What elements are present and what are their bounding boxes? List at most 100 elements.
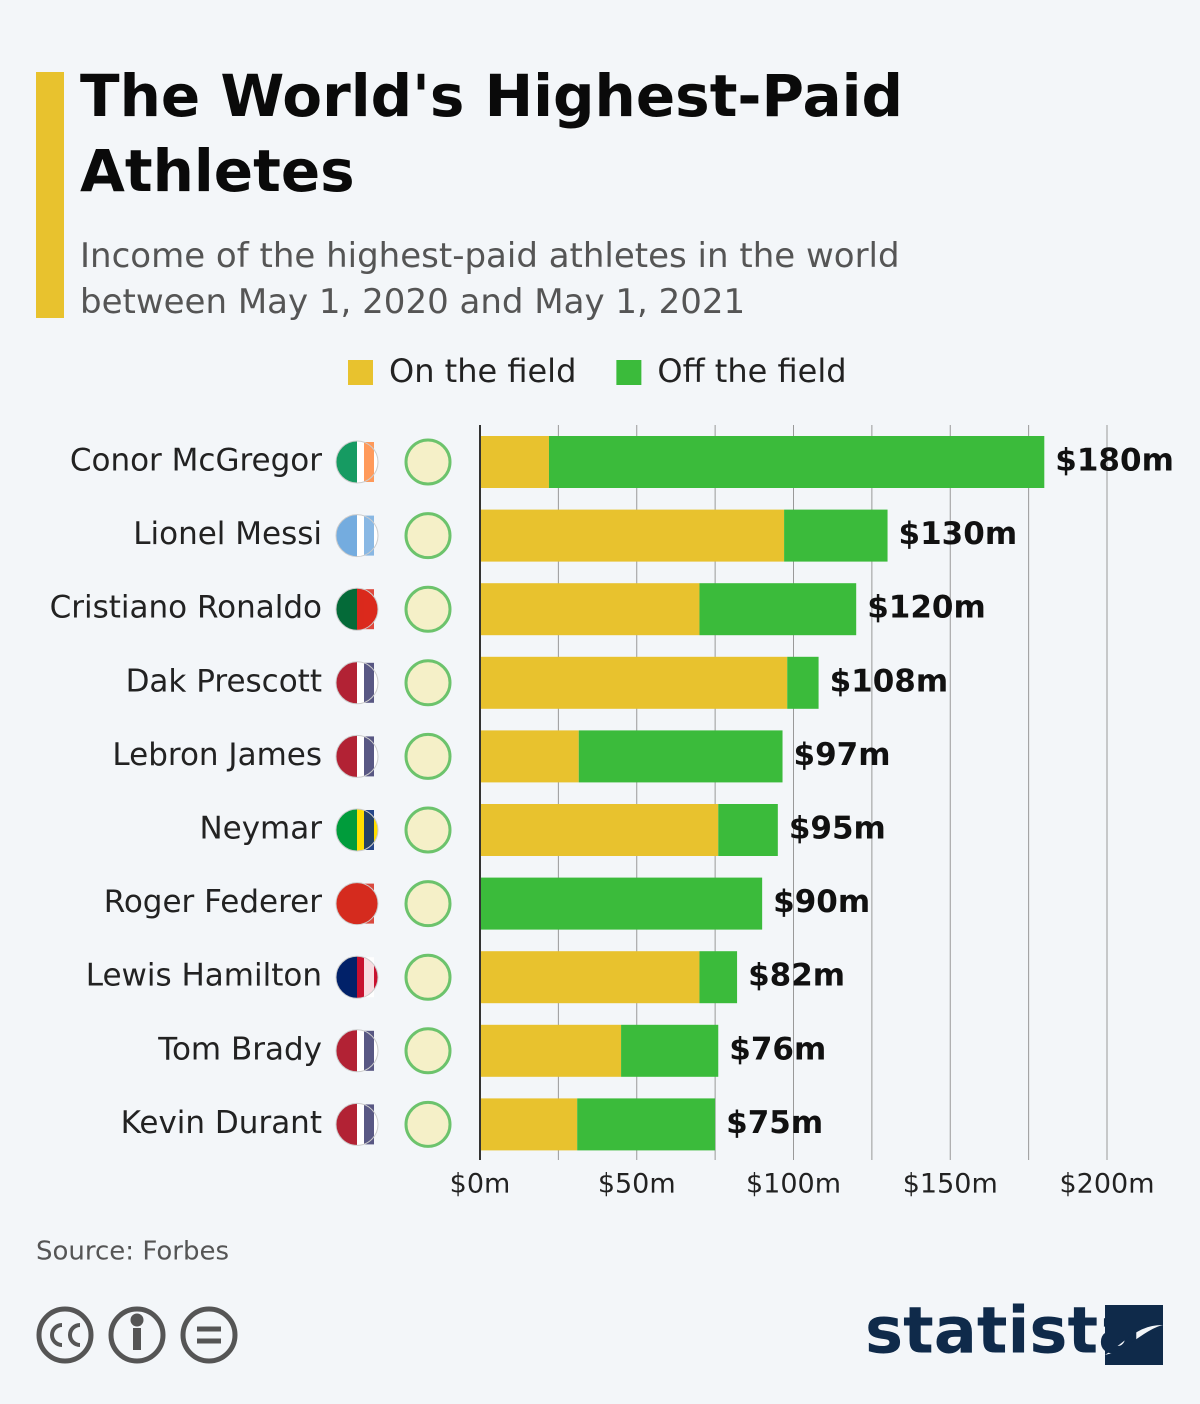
flag-border <box>335 440 379 484</box>
sport-icon <box>404 806 452 854</box>
flag <box>336 661 357 704</box>
flag <box>336 588 357 631</box>
y-tick-label: Kevin Durant <box>121 1105 322 1141</box>
flag-border <box>335 661 379 705</box>
flag-border <box>335 734 379 778</box>
flag <box>336 956 357 999</box>
x-tick-label: $150m <box>903 1169 998 1200</box>
bar-segment <box>718 804 778 856</box>
flag <box>364 883 374 924</box>
bar-segment <box>787 656 819 709</box>
flag <box>336 441 357 483</box>
total-label: $76m <box>729 1031 826 1067</box>
bar-segment <box>480 656 788 709</box>
flag <box>364 957 374 998</box>
bar-segment <box>784 509 888 562</box>
flag <box>364 515 374 556</box>
flag <box>364 810 374 850</box>
x-tick-label: $100m <box>746 1169 841 1200</box>
y-tick-label: Lewis Hamilton <box>86 958 322 994</box>
total-label: $95m <box>789 811 886 847</box>
bar-segment <box>480 436 549 488</box>
y-tick-label: Tom Brady <box>157 1031 322 1067</box>
text-line: Athletes <box>80 137 355 205</box>
brand-logo: statista <box>865 1295 1141 1369</box>
bar-segment <box>577 1098 716 1151</box>
flag <box>336 1103 357 1146</box>
sport-icon <box>404 732 452 780</box>
sport-icon <box>404 438 452 486</box>
flag <box>364 662 374 703</box>
flag-border <box>335 882 379 926</box>
bar-segment <box>480 1098 578 1151</box>
text-line: The World's Highest-Paid <box>80 62 903 130</box>
license-icons <box>36 1306 238 1364</box>
total-label: $97m <box>794 737 891 773</box>
x-tick-label: $50m <box>598 1169 676 1200</box>
y-tick-label: Dak Prescott <box>126 663 322 699</box>
total-label: $75m <box>726 1105 823 1141</box>
bar-segment <box>480 509 785 562</box>
total-label: $180m <box>1055 443 1174 479</box>
flag-border <box>335 1102 379 1146</box>
flag <box>364 442 374 482</box>
x-tick-label: $200m <box>1059 1169 1154 1200</box>
bar-segment <box>480 730 579 783</box>
y-tick-label: Lebron James <box>112 737 322 773</box>
total-label: $130m <box>899 516 1018 552</box>
bar-segment <box>480 583 700 636</box>
bar-segment <box>480 877 763 930</box>
flag-border <box>335 1029 379 1073</box>
flag-border <box>335 808 379 852</box>
y-tick-label: Lionel Messi <box>133 516 322 552</box>
sport-icon <box>404 880 452 928</box>
sport-icon <box>404 585 452 633</box>
total-label: $108m <box>830 663 949 699</box>
flag <box>336 735 357 778</box>
legend-label: Off the field <box>657 352 846 390</box>
flag <box>336 809 357 851</box>
x-tick-label: $0m <box>450 1169 511 1200</box>
flag-border <box>335 955 379 999</box>
text-line: between May 1, 2020 and May 1, 2021 <box>80 282 745 322</box>
text-line: Income of the highest-paid athletes in t… <box>80 236 900 276</box>
bar-segment <box>548 436 1045 488</box>
bar-segment <box>621 1024 719 1077</box>
flag <box>336 514 357 557</box>
flag <box>364 1030 374 1071</box>
flag-border <box>335 587 379 631</box>
flag <box>364 1104 374 1145</box>
sport-icon <box>404 659 452 707</box>
y-tick-label: Cristiano Ronaldo <box>50 590 322 626</box>
sport-icon <box>404 512 452 560</box>
sport-icon <box>404 1027 452 1075</box>
legend-swatch <box>348 360 373 385</box>
total-label: $90m <box>773 884 870 920</box>
bar-segment <box>699 951 738 1004</box>
bar-segment <box>480 804 719 856</box>
brand-mark <box>1105 1305 1163 1365</box>
total-label: $82m <box>748 958 845 994</box>
sport-icon <box>404 1100 452 1148</box>
source: Source: Forbes <box>36 1237 229 1267</box>
flag-border <box>335 514 379 558</box>
legend-swatch <box>616 360 642 385</box>
bar-segment <box>578 730 783 783</box>
total-label: $120m <box>867 590 986 626</box>
bar-segment <box>480 951 700 1004</box>
chart-subtitle: Income of the highest-paid athletes in t… <box>80 236 900 322</box>
flag <box>336 1029 357 1072</box>
y-tick-label: Neymar <box>199 811 322 847</box>
flag <box>336 882 357 925</box>
y-tick-label: Roger Federer <box>104 884 323 920</box>
legend-label: On the field <box>389 352 576 390</box>
flag <box>364 589 374 630</box>
sport-icon <box>404 953 452 1001</box>
flag <box>364 736 374 777</box>
bar-segment <box>699 583 857 636</box>
y-tick-label: Conor McGregor <box>70 443 322 479</box>
bar-segment <box>480 1024 622 1077</box>
chart-title: The World's Highest-Paid Athletes <box>80 62 903 205</box>
